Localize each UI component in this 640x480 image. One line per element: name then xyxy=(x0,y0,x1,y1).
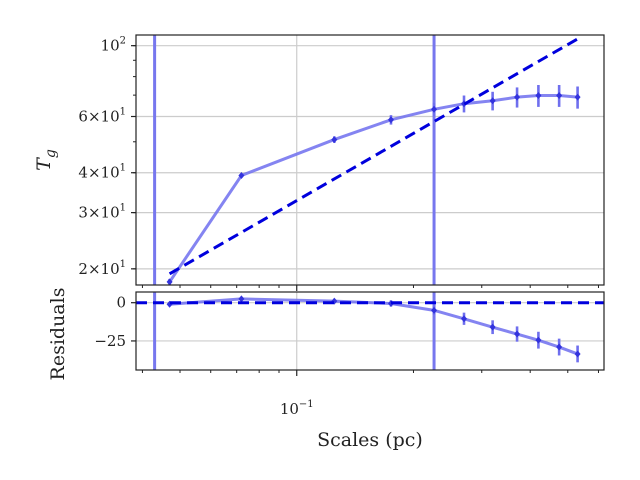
xtick-label: 10−1 xyxy=(280,399,314,418)
bottom-data-point xyxy=(514,330,521,338)
bottom-data-line xyxy=(169,297,579,356)
bottom-data-point xyxy=(238,295,245,303)
top-data-point xyxy=(489,97,496,105)
x-axis-label: Scales (pc) xyxy=(317,429,423,451)
bottom-ylabel: Residuals xyxy=(47,288,69,381)
top-ytick-base: 6×10 xyxy=(78,108,119,126)
top-ytick-label: 6×101 xyxy=(78,107,126,126)
top-axes-frame xyxy=(135,34,605,286)
bottom-ytick-label: −25 xyxy=(94,332,126,350)
bottom-data-point xyxy=(489,323,496,331)
top-ytick-exp: 1 xyxy=(120,163,126,174)
bottom-data-point xyxy=(431,306,438,314)
top-data-point xyxy=(514,93,521,101)
top-ytick-label: 4×101 xyxy=(78,163,126,182)
top-ytick-base: 2×10 xyxy=(78,260,119,278)
top-data-point xyxy=(574,93,581,101)
top-ytick-base: 4×10 xyxy=(78,164,119,182)
top-ytick-exp: 1 xyxy=(120,203,126,214)
top-plot-area xyxy=(153,35,581,285)
top-ylabel: Tg xyxy=(33,149,59,171)
xtick-exp: −1 xyxy=(299,399,314,410)
top-data-point xyxy=(387,116,394,124)
top-data-point xyxy=(556,92,563,100)
bottom-ytick-label: 0 xyxy=(116,294,126,312)
top-model-line xyxy=(168,37,579,276)
bottom-plot-area xyxy=(136,292,604,370)
top-ytick-label: 2×101 xyxy=(78,259,126,278)
top-ylabel-sub: g xyxy=(43,149,59,158)
top-data-point xyxy=(331,136,338,144)
top-ytick-exp: 1 xyxy=(120,259,126,270)
top-ytick-label: 102 xyxy=(101,36,126,55)
bottom-axes-frame xyxy=(135,291,605,371)
top-data-point xyxy=(166,278,173,285)
top-data-point xyxy=(535,92,542,100)
bottom-data-point xyxy=(461,315,468,323)
bottom-panel: 0 −25 10−1 xyxy=(94,291,605,418)
top-ylabel-main: T xyxy=(33,157,55,171)
bottom-data-point xyxy=(574,350,581,358)
top-data-point xyxy=(238,172,245,180)
top-ytick-exp: 1 xyxy=(120,107,126,118)
top-ytick-base: 10 xyxy=(101,37,120,55)
bottom-data-point xyxy=(556,343,563,351)
top-ytick-base: 3×10 xyxy=(78,204,119,222)
top-data-line xyxy=(168,94,578,283)
bottom-ytick-base: 0 xyxy=(116,294,126,312)
bottom-data-point xyxy=(535,336,542,344)
xtick-base: 10 xyxy=(280,400,299,418)
top-ytick-exp: 2 xyxy=(120,36,126,47)
top-data-point xyxy=(431,105,438,113)
top-ytick-label: 3×101 xyxy=(78,203,126,222)
bottom-ytick-base: −25 xyxy=(94,332,126,350)
